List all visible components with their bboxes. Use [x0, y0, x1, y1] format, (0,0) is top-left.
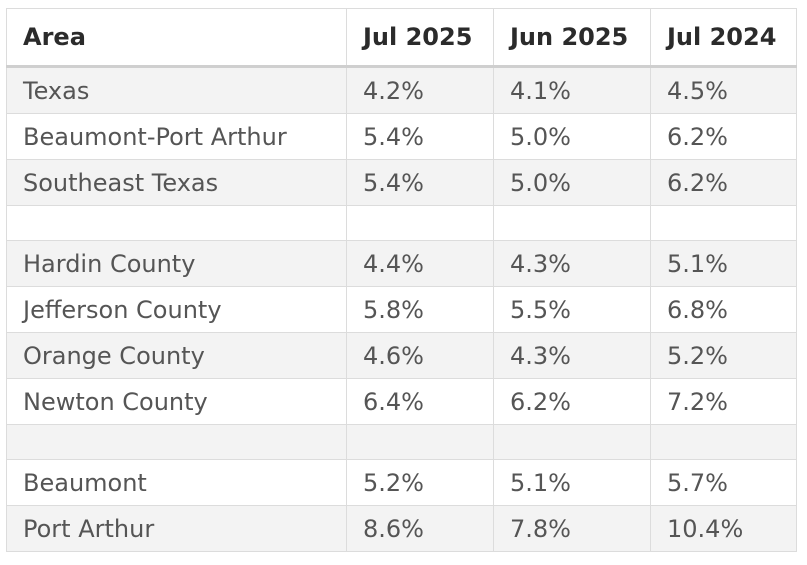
jul-2024-cell: 5.7%	[650, 459, 797, 506]
jul-2025-cell	[346, 205, 494, 241]
jun-2025-cell: 7.8%	[493, 505, 651, 552]
header-row: Area Jul 2025 Jun 2025 Jul 2024	[6, 8, 797, 68]
jul-2025-cell: 8.6%	[346, 505, 494, 552]
jul-2025-cell: 5.8%	[346, 286, 494, 333]
table-body: Texas 4.2% 4.1% 4.5% Beaumont-Port Arthu…	[6, 66, 797, 552]
table-row-spacer	[6, 424, 797, 460]
table-row: Orange County 4.6% 4.3% 5.2%	[6, 332, 797, 379]
jul-2024-cell: 6.2%	[650, 159, 797, 206]
table-row-spacer	[6, 205, 797, 241]
table-row: Texas 4.2% 4.1% 4.5%	[6, 66, 797, 114]
area-cell	[6, 205, 347, 241]
area-cell: Hardin County	[6, 240, 347, 287]
jul-2024-cell: 5.1%	[650, 240, 797, 287]
jun-2025-cell: 5.5%	[493, 286, 651, 333]
table-row: Southeast Texas 5.4% 5.0% 6.2%	[6, 159, 797, 206]
unemployment-rate-table: Area Jul 2025 Jun 2025 Jul 2024 Texas 4.…	[6, 8, 797, 552]
table-row: Jefferson County 5.8% 5.5% 6.8%	[6, 286, 797, 333]
area-cell: Beaumont-Port Arthur	[6, 113, 347, 160]
jul-2025-cell: 5.4%	[346, 113, 494, 160]
jul-2024-cell	[650, 424, 797, 460]
table-row: Port Arthur 8.6% 7.8% 10.4%	[6, 505, 797, 552]
table-header: Area Jul 2025 Jun 2025 Jul 2024	[6, 8, 797, 68]
jul-2025-cell: 4.4%	[346, 240, 494, 287]
jun-2025-cell: 6.2%	[493, 378, 651, 425]
jul-2024-cell	[650, 205, 797, 241]
jul-2024-cell: 6.2%	[650, 113, 797, 160]
jun-2025-cell: 5.0%	[493, 159, 651, 206]
jul-2024-cell: 6.8%	[650, 286, 797, 333]
jul-2025-cell: 4.6%	[346, 332, 494, 379]
header-jul-2024: Jul 2024	[650, 8, 797, 68]
area-cell: Port Arthur	[6, 505, 347, 552]
area-cell: Orange County	[6, 332, 347, 379]
jun-2025-cell: 4.1%	[493, 66, 651, 114]
header-jun-2025: Jun 2025	[493, 8, 651, 68]
jun-2025-cell: 5.1%	[493, 459, 651, 506]
jul-2025-cell: 6.4%	[346, 378, 494, 425]
area-cell: Texas	[6, 66, 347, 114]
jul-2024-cell: 7.2%	[650, 378, 797, 425]
unemployment-table-container: Area Jul 2025 Jun 2025 Jul 2024 Texas 4.…	[6, 8, 797, 552]
jun-2025-cell: 4.3%	[493, 240, 651, 287]
jul-2024-cell: 10.4%	[650, 505, 797, 552]
table-row: Newton County 6.4% 6.2% 7.2%	[6, 378, 797, 425]
jul-2025-cell	[346, 424, 494, 460]
area-cell: Newton County	[6, 378, 347, 425]
jul-2025-cell: 5.2%	[346, 459, 494, 506]
header-area: Area	[6, 8, 347, 68]
jul-2024-cell: 5.2%	[650, 332, 797, 379]
jun-2025-cell: 4.3%	[493, 332, 651, 379]
table-row: Beaumont 5.2% 5.1% 5.7%	[6, 459, 797, 506]
jun-2025-cell: 5.0%	[493, 113, 651, 160]
area-cell	[6, 424, 347, 460]
jul-2025-cell: 5.4%	[346, 159, 494, 206]
jul-2024-cell: 4.5%	[650, 66, 797, 114]
jul-2025-cell: 4.2%	[346, 66, 494, 114]
table-row: Beaumont-Port Arthur 5.4% 5.0% 6.2%	[6, 113, 797, 160]
area-cell: Jefferson County	[6, 286, 347, 333]
header-jul-2025: Jul 2025	[346, 8, 494, 68]
area-cell: Southeast Texas	[6, 159, 347, 206]
jun-2025-cell	[493, 424, 651, 460]
table-row: Hardin County 4.4% 4.3% 5.1%	[6, 240, 797, 287]
jun-2025-cell	[493, 205, 651, 241]
area-cell: Beaumont	[6, 459, 347, 506]
